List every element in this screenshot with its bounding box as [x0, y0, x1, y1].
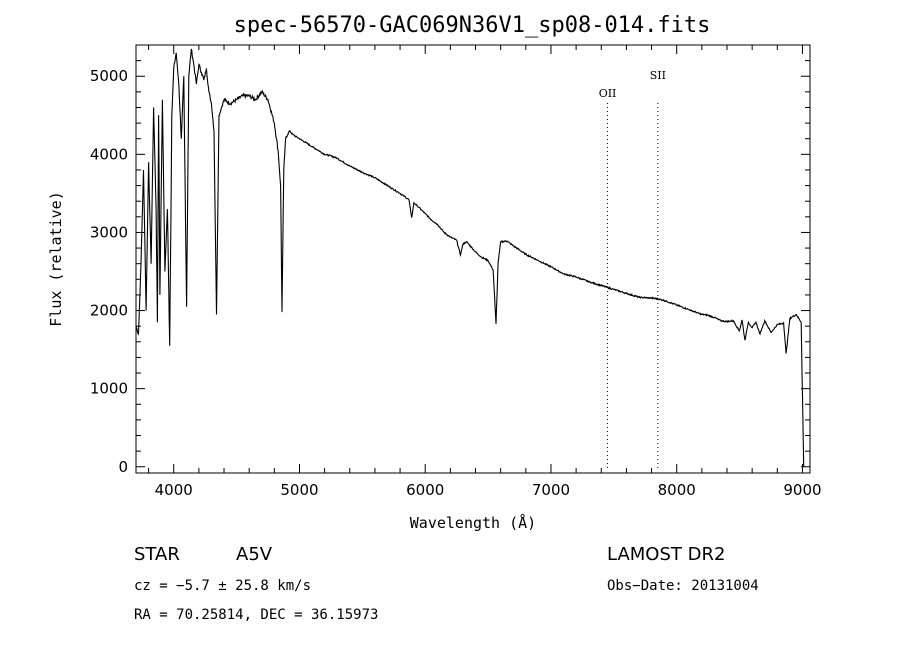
x-axis-label: Wavelength (Å)	[410, 513, 536, 532]
x-tick-label: 7000	[532, 481, 570, 499]
y-tick-label: 1000	[90, 380, 128, 398]
spectrum-series	[135, 48, 805, 467]
y-tick-label: 3000	[90, 223, 128, 241]
y-tick-label: 2000	[90, 302, 128, 320]
y-tick-label: 5000	[90, 67, 128, 85]
plot-frame	[135, 44, 811, 474]
axis-ticks: 4000 5000 6000 7000 8000 9000 0 1000 2000 3000 400…	[90, 44, 822, 499]
line-marker-label: OII	[599, 87, 617, 100]
x-tick-label: 4000	[155, 481, 193, 499]
ra-dec-coordinates: RA = 70.25814, DEC = 36.15973	[134, 607, 378, 623]
survey-release: LAMOST DR2	[607, 544, 725, 565]
x-tick-label: 8000	[658, 481, 696, 499]
y-tick-label: 4000	[90, 145, 128, 163]
redshift-velocity: cz = −5.7 ± 25.8 km/s	[134, 578, 311, 594]
line-annotations: OII SII	[599, 69, 666, 471]
x-tick-label: 5000	[280, 481, 318, 499]
x-tick-label: 9000	[783, 481, 821, 499]
x-tick-label: 6000	[406, 481, 444, 499]
spectral-subclass: A5V	[236, 544, 273, 565]
line-marker-label: SII	[650, 69, 666, 82]
y-axis-label: Flux (relative)	[47, 191, 65, 326]
chart-title: spec-56570-GAC069N36V1_sp08-014.fits	[234, 13, 711, 38]
y-tick-label: 0	[118, 458, 128, 476]
observation-date: Obs−Date: 20131004	[607, 578, 759, 594]
object-class: STAR	[134, 544, 180, 565]
spectrum-line	[135, 48, 805, 467]
